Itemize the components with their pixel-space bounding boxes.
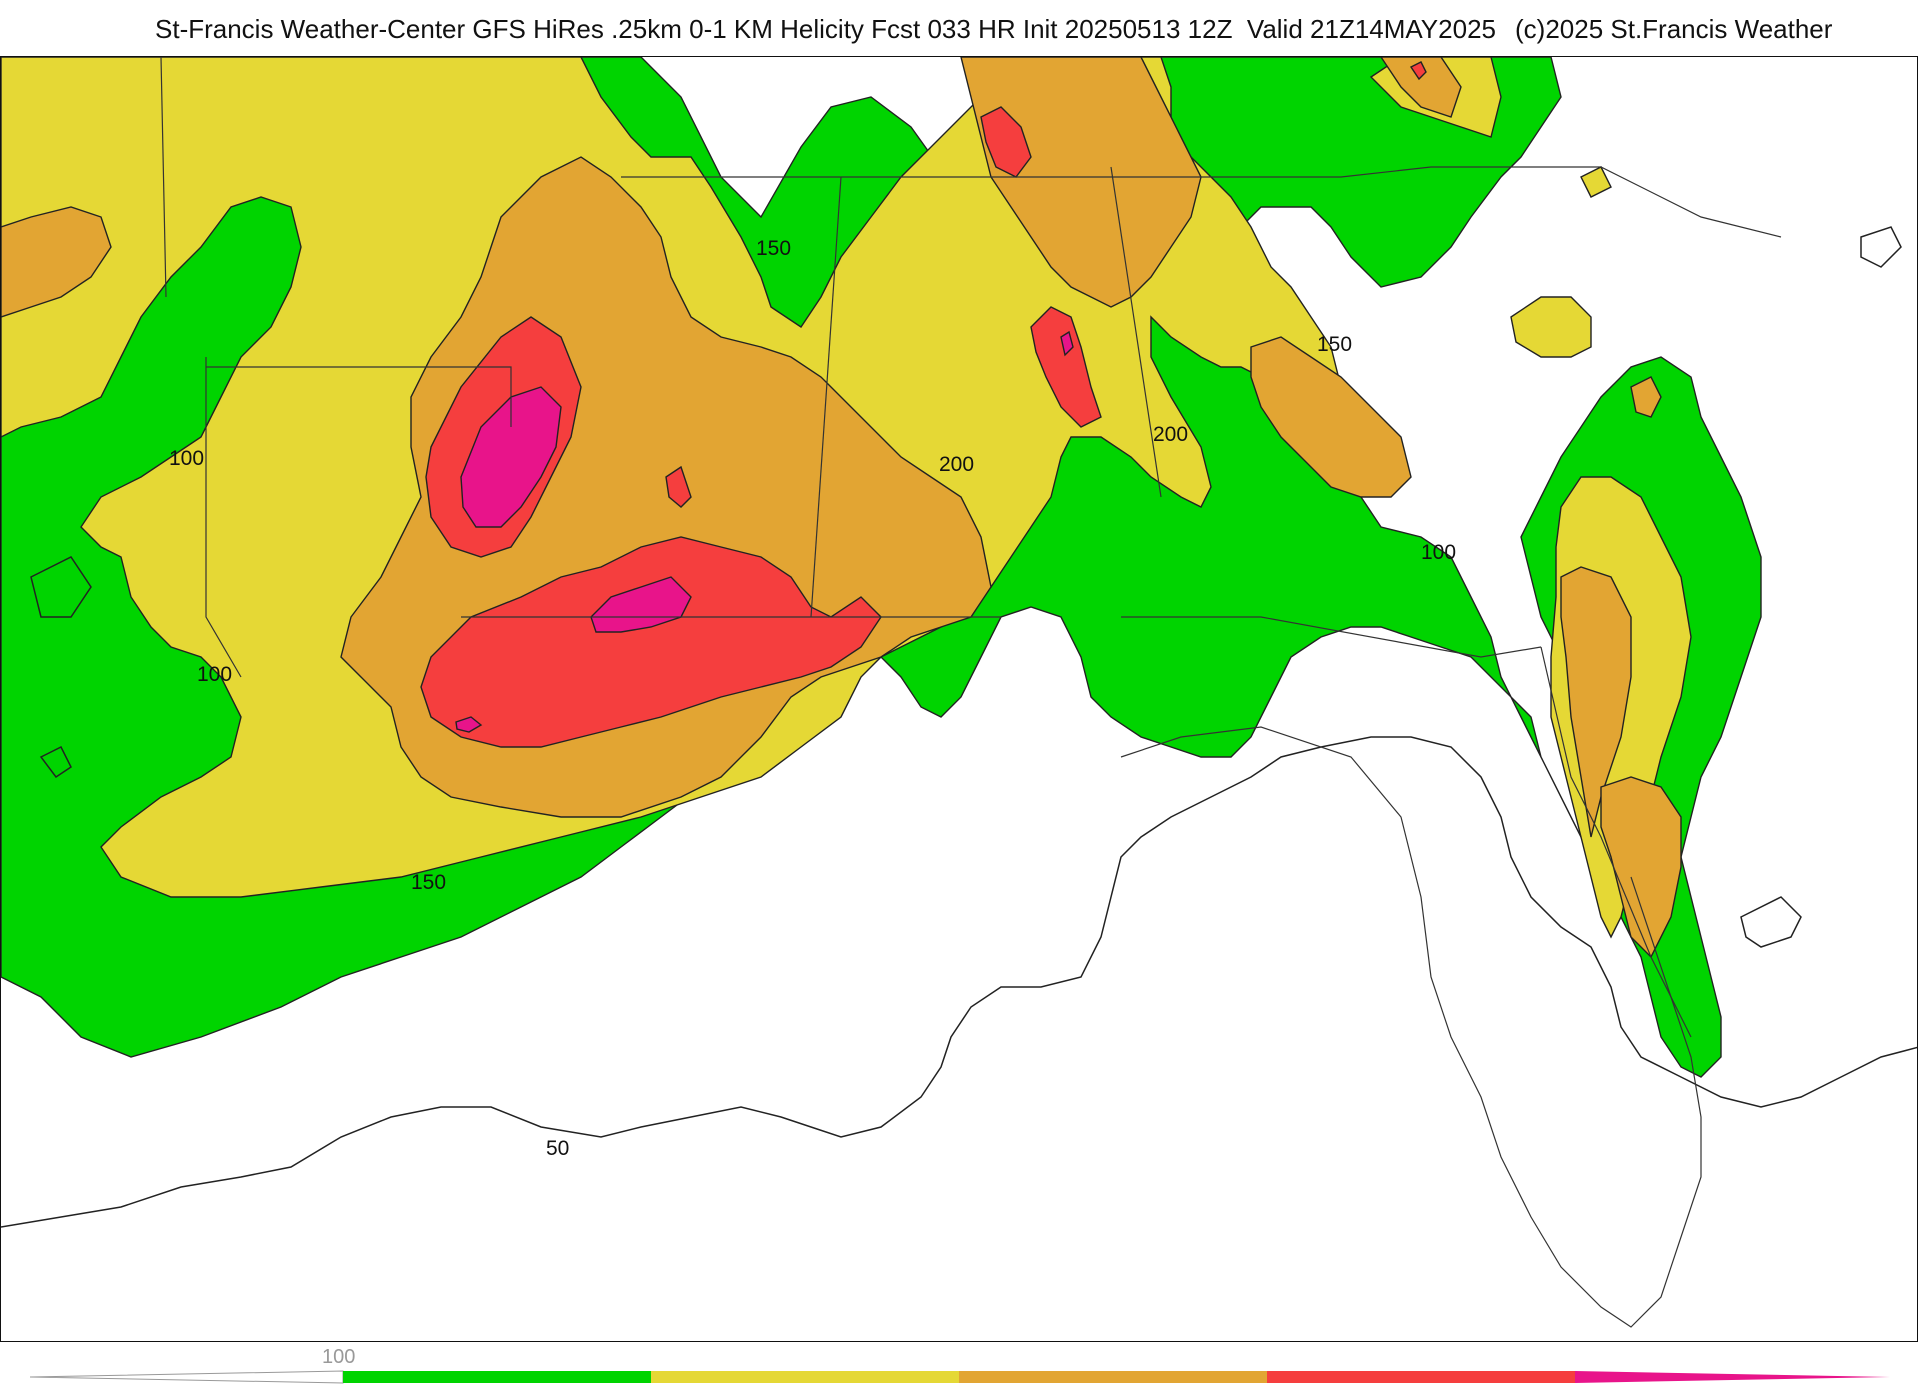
colorbar [30, 1370, 1890, 1384]
map-title: St-Francis Weather-Center GFS HiRes .25k… [155, 14, 1496, 44]
contour-label-150-north: 150 [756, 237, 791, 260]
colorbar-red [1267, 1371, 1575, 1383]
helicity-map: 150 100 100 200 200 150 100 150 50 [1, 57, 1917, 1328]
florida-outline [1120, 726, 1702, 1328]
state-boundaries [160, 57, 1782, 1038]
contour-label-100-west: 100 [169, 447, 204, 470]
helicity-50-contour [1, 226, 1917, 1228]
colorbar-orange [959, 1371, 1267, 1383]
contour-label-100-southwest: 100 [197, 663, 232, 686]
map-frame: 150 100 100 200 200 150 100 150 50 [0, 56, 1918, 1342]
colorbar-tick-label: 100 [322, 1346, 356, 1368]
contour-label-100-east: 100 [1421, 541, 1456, 564]
copyright-credit: (c)2025 St.Francis Weather [1515, 14, 1833, 44]
colorbar-yellow [651, 1371, 959, 1383]
colorbar-magenta-arrow [1575, 1371, 1890, 1383]
contour-label-150-gulf: 150 [411, 871, 446, 894]
colorbar-left-arrow [30, 1370, 344, 1384]
contour-label-200-east: 200 [1153, 423, 1188, 446]
helicity-300-fill [455, 330, 1074, 733]
contour-label-50-gulf: 50 [546, 1137, 569, 1160]
contour-labels: 150 100 100 200 200 150 100 150 50 [169, 237, 1456, 1160]
contour-label-200-central: 200 [939, 453, 974, 476]
colorbar-green [343, 1371, 651, 1383]
title-bar: St-Francis Weather-Center GFS HiRes .25k… [0, 0, 1920, 56]
contour-label-150-east: 150 [1317, 333, 1352, 356]
